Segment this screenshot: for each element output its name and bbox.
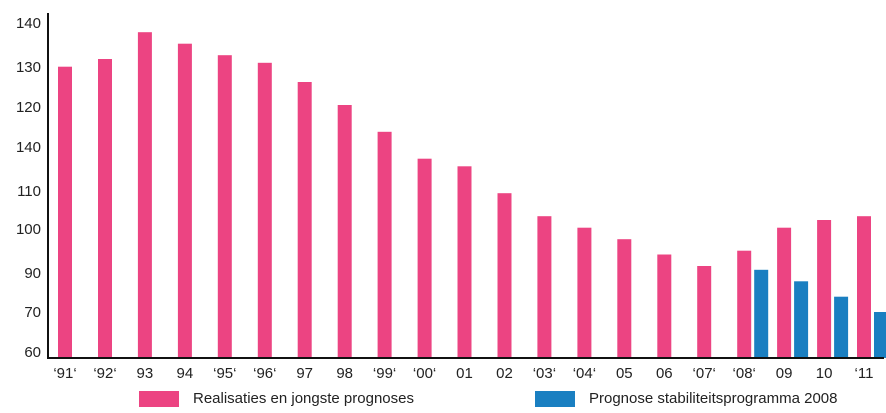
bar-realisaties-11: [497, 193, 512, 358]
x-tick-label: 97: [296, 365, 313, 382]
bar-realisaties-0: [58, 66, 72, 358]
bar-realisaties-9: [417, 158, 432, 358]
bar-realisaties-15: [657, 254, 672, 358]
y-tick-label: 60: [24, 344, 41, 361]
bar-realisaties-1: [98, 59, 112, 358]
x-tick-label: 10: [816, 365, 833, 382]
x-tick-label: ‘04‘: [573, 365, 596, 382]
x-tick-label: 94: [177, 365, 194, 382]
bar-realisaties-16: [697, 266, 712, 358]
x-tick-label: ‘00‘: [413, 365, 436, 382]
legend-item-realisaties: Realisaties en jongste prognoses: [139, 390, 414, 407]
x-tick-label: ‘95‘: [213, 365, 236, 382]
legend-label-realisaties: Realisaties en jongste prognoses: [193, 390, 414, 407]
bar-prognose-20: [874, 312, 886, 358]
x-axis-ticks: ‘91‘ ‘92‘ 93 94 ‘95‘ ‘96‘ 97 98 ‘99‘ ‘00‘ 01 02 ‘03‘…: [53, 365, 873, 382]
bar-realisaties-3: [177, 43, 192, 358]
x-tick-label: 02: [496, 365, 513, 382]
legend-label-prognose: Prognose stabiliteitsprogramma 2008: [589, 390, 838, 407]
y-tick-label: 70: [24, 304, 41, 321]
x-tick-label: ‘91‘: [53, 365, 76, 382]
bar-realisaties-10: [457, 166, 472, 358]
bar-realisaties-20: [857, 216, 871, 358]
bar-realisaties-5: [257, 62, 272, 359]
x-tick-label: ‘99‘: [373, 365, 396, 382]
x-tick-label: ‘03‘: [533, 365, 556, 382]
x-tick-label: ‘07‘: [693, 365, 716, 382]
bar-realisaties-14: [617, 239, 632, 358]
bar-realisaties-8: [377, 131, 392, 358]
x-tick-label: 01: [456, 365, 473, 382]
bar-prognose-18: [794, 281, 809, 358]
bar-realisaties-6: [297, 82, 312, 358]
x-tick-label: 05: [616, 365, 633, 382]
y-tick-label: 120: [16, 99, 41, 116]
x-tick-label: ‘08‘: [733, 365, 756, 382]
y-tick-label: 90: [24, 265, 41, 282]
bar-realisaties-19: [817, 220, 832, 358]
y-tick-label: 100: [16, 221, 41, 238]
x-tick-label: 93: [137, 365, 154, 382]
bar-prognose-19: [834, 296, 849, 358]
y-tick-label: 110: [17, 183, 41, 200]
legend-item-prognose: Prognose stabiliteitsprogramma 2008: [535, 390, 837, 407]
x-tick-label: ‘96‘: [253, 365, 276, 382]
bar-realisaties-18: [777, 227, 792, 358]
bar-realisaties-2: [137, 32, 152, 358]
bar-realisaties-17: [737, 250, 752, 358]
bars: [58, 32, 886, 359]
x-tick-label: 98: [336, 365, 353, 382]
y-tick-label: 130: [16, 59, 41, 76]
y-tick-label: 140: [16, 15, 41, 32]
bar-prognose-17: [754, 269, 769, 358]
bar-realisaties-12: [537, 216, 552, 358]
bar-realisaties-13: [577, 227, 592, 358]
x-tick-label: ‘92‘: [93, 365, 116, 382]
legend-swatch-prognose: [535, 390, 575, 407]
bar-realisaties-7: [337, 105, 352, 358]
legend-swatch-realisaties: [139, 390, 179, 407]
y-tick-label: 140: [16, 139, 41, 156]
x-tick-label: ‘11: [855, 365, 874, 382]
y-axis-ticks: 60 70 90 100 110 140 120 130 140: [16, 15, 41, 361]
bar-realisaties-4: [217, 55, 232, 358]
x-tick-label: 06: [656, 365, 673, 382]
x-tick-label: 09: [776, 365, 793, 382]
